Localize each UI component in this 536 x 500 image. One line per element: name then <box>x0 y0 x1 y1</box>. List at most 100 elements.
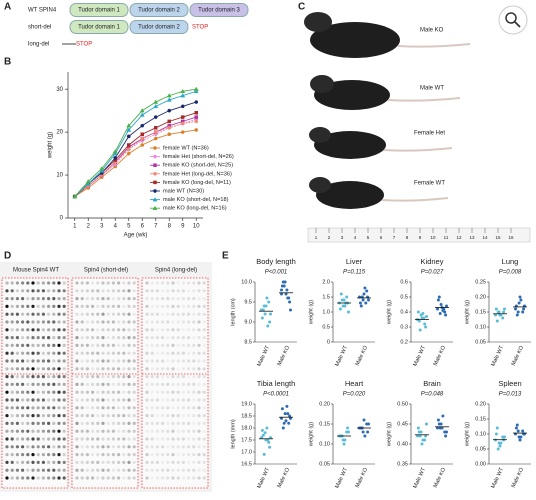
blot-spot <box>62 453 66 457</box>
blot-spot <box>150 304 154 308</box>
data-point <box>495 426 499 430</box>
blot-spot <box>122 289 126 293</box>
blot-spot <box>47 343 51 347</box>
x-tick-label: Male KO <box>355 466 370 489</box>
blot-spot <box>15 398 19 402</box>
blot-spot <box>91 382 95 386</box>
blot-spot <box>101 429 105 433</box>
data-point <box>421 438 425 442</box>
data-point <box>194 128 199 132</box>
data-point <box>521 429 525 433</box>
data-point <box>438 426 442 430</box>
data-point <box>519 435 523 439</box>
blot-spot <box>127 468 131 472</box>
blot-spot <box>187 320 191 324</box>
blot-spot <box>85 476 89 480</box>
ruler-number: 13 <box>469 235 475 240</box>
y-tick-label: 0.05 <box>475 446 486 452</box>
blot-spot <box>155 390 159 394</box>
blot-spot <box>202 460 206 464</box>
chart-title: Lung <box>502 257 519 266</box>
y-tick-label: 0.4 <box>400 309 408 315</box>
blot-spot <box>41 359 46 363</box>
blot-spot <box>145 468 149 472</box>
blot-spot <box>57 304 61 308</box>
blot-frame <box>141 277 209 489</box>
mouse-head <box>309 177 331 193</box>
data-point <box>280 288 283 292</box>
blot-spot <box>202 343 206 347</box>
blot-spot <box>192 336 196 340</box>
data-point <box>166 93 172 98</box>
data-point <box>126 127 132 132</box>
blot-spot <box>96 429 100 433</box>
blot-spot <box>101 453 105 457</box>
y-axis-label: length (mm) <box>230 419 236 449</box>
magnifier-button[interactable] <box>498 5 528 35</box>
blot-spot <box>106 281 110 285</box>
data-point <box>515 423 519 427</box>
blot-spot <box>62 406 66 410</box>
series-line <box>74 129 197 197</box>
data-point <box>343 304 347 308</box>
blot-spot <box>176 445 180 449</box>
blot-spot <box>171 398 175 402</box>
blot-spot <box>75 453 79 457</box>
x-tick-label: 1 <box>73 224 77 230</box>
blot-spot <box>5 367 9 371</box>
blot-spot <box>21 453 25 457</box>
blot-spot <box>10 390 14 394</box>
blot-spot <box>85 453 89 457</box>
data-point <box>503 435 506 439</box>
blot-spot <box>155 351 159 355</box>
blot-spot <box>192 421 196 425</box>
blot-spot <box>166 414 170 418</box>
data-point <box>99 166 105 171</box>
blot-spot <box>187 336 191 340</box>
data-point <box>287 421 291 425</box>
data-point <box>519 298 523 302</box>
tail <box>383 147 453 152</box>
blot-spot <box>26 289 30 293</box>
blot-spot <box>62 375 66 379</box>
photo-label: Male KO <box>420 28 444 34</box>
blot-spot <box>132 398 136 402</box>
data-point <box>269 436 272 440</box>
blot-spot <box>75 421 79 425</box>
blot-spot <box>192 390 196 394</box>
data-point <box>367 422 370 426</box>
data-point <box>113 156 118 160</box>
blot-spot <box>111 437 115 441</box>
blot-spot <box>52 312 56 316</box>
blot-spot <box>57 382 61 386</box>
blot-spot <box>197 460 201 464</box>
blot-spot <box>187 289 191 293</box>
blot-spot <box>96 437 100 441</box>
blot-spot <box>85 328 89 332</box>
data-point <box>424 325 428 329</box>
blot-spot <box>150 312 154 316</box>
blot-spot <box>31 359 35 363</box>
legend-label: female Het (short-del, N=26) <box>163 154 234 160</box>
blot-spot <box>197 359 201 363</box>
blot-spot <box>166 297 170 301</box>
blot-spot <box>106 437 110 441</box>
blot-spot <box>166 304 170 308</box>
data-point <box>261 433 265 437</box>
blot-spot <box>80 328 84 332</box>
y-tick-label: 9.5 <box>244 299 252 305</box>
blot-spot <box>101 398 105 402</box>
blot-spot <box>80 406 84 410</box>
blot-spot <box>47 445 51 449</box>
data-point <box>444 434 448 438</box>
blot-spot <box>5 320 9 324</box>
blot-spot <box>117 375 121 379</box>
blot-spot <box>192 304 196 308</box>
blot-spot <box>106 382 110 386</box>
blot-spot <box>96 336 100 340</box>
data-point <box>180 104 185 109</box>
data-point <box>439 303 443 306</box>
blot-spot <box>192 453 196 457</box>
mouse <box>310 22 400 58</box>
blot-spot <box>75 398 79 402</box>
